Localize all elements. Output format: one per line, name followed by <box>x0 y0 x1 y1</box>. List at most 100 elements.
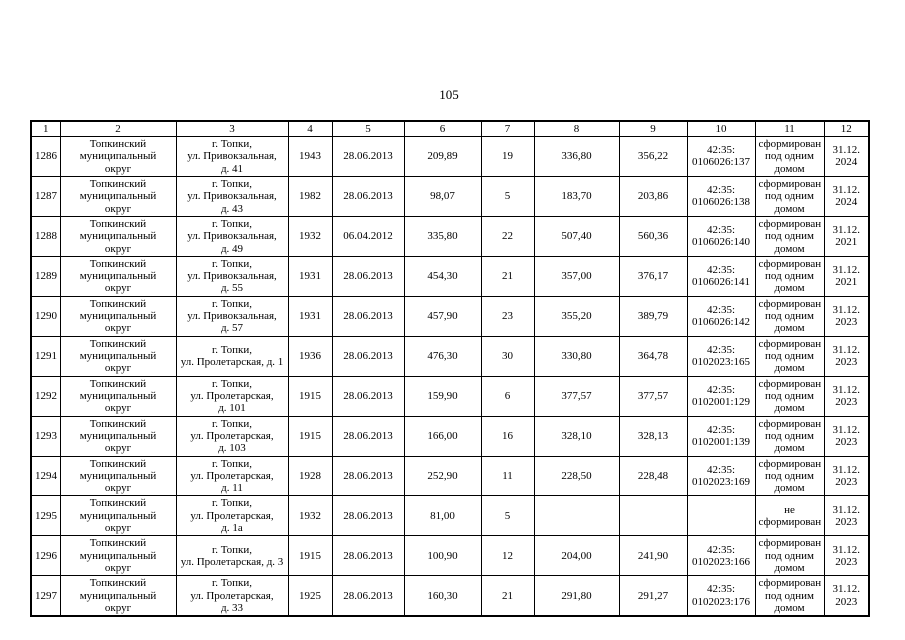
table-cell: 1289 <box>30 255 61 297</box>
table-cell: 31.12. 2023 <box>823 575 870 617</box>
table-cell: 23 <box>480 295 535 337</box>
column-header: 4 <box>287 120 333 137</box>
table-cell: 1297 <box>30 575 61 617</box>
table-cell: сформирован под одним домом <box>754 415 825 457</box>
table-cell: г. Топки, ул. Привокзальная, д. 55 <box>175 255 289 297</box>
table-cell: г. Топки, ул. Пролетарская, д. 1а <box>175 495 289 537</box>
table-cell: 31.12. 2023 <box>823 455 870 497</box>
table-cell: г. Топки, ул. Пролетарская, д. 103 <box>175 415 289 457</box>
table-cell: 1915 <box>287 535 333 577</box>
table-cell: 160,30 <box>403 575 482 617</box>
table-row: 1287 Топкинский муниципальный округ г. Топ… <box>30 175 870 217</box>
table-cell: 12 <box>480 535 535 577</box>
table-cell: 454,30 <box>403 255 482 297</box>
table-cell: 203,86 <box>618 175 688 217</box>
table-cell: 31.12. 2023 <box>823 335 870 377</box>
table-cell: 42:35: 0102023:166 <box>686 535 756 577</box>
table-cell: 1915 <box>287 375 333 417</box>
table-cell: 1287 <box>30 175 61 217</box>
table-cell: 336,80 <box>533 136 620 177</box>
table-cell: 31.12. 2023 <box>823 535 870 577</box>
column-header: 8 <box>533 120 620 137</box>
table-body: 1286 Топкинский муниципальный округ г. Топ… <box>30 136 870 617</box>
table-cell: Топкинский муниципальный округ <box>59 415 177 457</box>
table-cell: 5 <box>480 495 535 537</box>
column-header: 12 <box>823 120 870 137</box>
table-row: 1291 Топкинский муниципальный округ г. Топ… <box>30 335 870 377</box>
table-cell: сформирован под одним домом <box>754 136 825 177</box>
table-cell: 1931 <box>287 255 333 297</box>
table-cell: 28.06.2013 <box>331 455 405 497</box>
table-cell: 355,20 <box>533 295 620 337</box>
table-cell: 42:35: 0102023:176 <box>686 575 756 617</box>
table-cell: 1915 <box>287 415 333 457</box>
table-cell: 98,07 <box>403 175 482 217</box>
table-cell: 11 <box>480 455 535 497</box>
table-row: 1292 Топкинский муниципальный округ г. Топ… <box>30 375 870 417</box>
table-cell: 42:35: 0102001:129 <box>686 375 756 417</box>
table-row: 1290 Топкинский муниципальный округ г. Топ… <box>30 295 870 337</box>
table-cell: г. Топки, ул. Пролетарская, д. 101 <box>175 375 289 417</box>
table-cell: 1292 <box>30 375 61 417</box>
table-cell: сформирован под одним домом <box>754 375 825 417</box>
table-cell: 31.12. 2024 <box>823 136 870 177</box>
table-cell: 16 <box>480 415 535 457</box>
table-cell: г. Топки, ул. Пролетарская, д. 33 <box>175 575 289 617</box>
table-cell: г. Топки, ул. Пролетарская, д. 3 <box>175 535 289 577</box>
table-cell: 28.06.2013 <box>331 255 405 297</box>
table-cell: 1928 <box>287 455 333 497</box>
table-cell: 42:35: 0102023:169 <box>686 455 756 497</box>
page-number: 105 <box>439 87 459 102</box>
table-cell: 28.06.2013 <box>331 175 405 217</box>
table-cell: 457,90 <box>403 295 482 337</box>
table-cell: г. Топки, ул. Привокзальная, д. 43 <box>175 175 289 217</box>
table-cell: 507,40 <box>533 215 620 257</box>
table-row: 1293 Топкинский муниципальный округ г. Топ… <box>30 415 870 457</box>
table-cell: 28.06.2013 <box>331 136 405 177</box>
table-cell: 42:35: 0106026:138 <box>686 175 756 217</box>
table-cell: не сформирован <box>754 495 825 537</box>
table-row: 1297 Топкинский муниципальный округ г. Топ… <box>30 575 870 617</box>
table-cell: 1286 <box>30 136 61 177</box>
table-cell: 42:35: 0106026:140 <box>686 215 756 257</box>
column-header: 5 <box>331 120 405 137</box>
table-cell: 42:35: 0106026:141 <box>686 255 756 297</box>
table-cell: Топкинский муниципальный округ <box>59 295 177 337</box>
table-cell: сформирован под одним домом <box>754 295 825 337</box>
table-cell: 330,80 <box>533 335 620 377</box>
table-cell: Топкинский муниципальный округ <box>59 535 177 577</box>
table-cell: 1932 <box>287 495 333 537</box>
column-header: 1 <box>30 120 61 137</box>
table-cell: Топкинский муниципальный округ <box>59 495 177 537</box>
table-cell: 28.06.2013 <box>331 575 405 617</box>
table-row: 1294 Топкинский муниципальный округ г. Топ… <box>30 455 870 497</box>
table-cell: 1932 <box>287 215 333 257</box>
table-cell: 228,48 <box>618 455 688 497</box>
table-cell: 5 <box>480 175 535 217</box>
table-cell: Топкинский муниципальный округ <box>59 455 177 497</box>
column-header: 9 <box>618 120 688 137</box>
table-cell: 21 <box>480 575 535 617</box>
table-cell: сформирован под одним домом <box>754 175 825 217</box>
table-cell: 42:35: 0102023:165 <box>686 335 756 377</box>
table-cell: 1936 <box>287 335 333 377</box>
table-cell: 159,90 <box>403 375 482 417</box>
table-cell <box>533 495 620 537</box>
table-cell <box>618 495 688 537</box>
table-cell: 328,13 <box>618 415 688 457</box>
table-cell: 291,80 <box>533 575 620 617</box>
table-cell: 1291 <box>30 335 61 377</box>
table-cell: г. Топки, ул. Пролетарская, д. 11 <box>175 455 289 497</box>
table-row: 1296 Топкинский муниципальный округ г. Топ… <box>30 535 870 577</box>
table-cell: 1293 <box>30 415 61 457</box>
table-cell: 31.12. 2024 <box>823 175 870 217</box>
table-cell: 560,36 <box>618 215 688 257</box>
table-cell: 31.12. 2021 <box>823 255 870 297</box>
table-cell: 356,22 <box>618 136 688 177</box>
table-cell: 31.12. 2021 <box>823 215 870 257</box>
table-cell: 1296 <box>30 535 61 577</box>
column-header: 6 <box>403 120 482 137</box>
table-cell: 06.04.2012 <box>331 215 405 257</box>
table-cell: 166,00 <box>403 415 482 457</box>
